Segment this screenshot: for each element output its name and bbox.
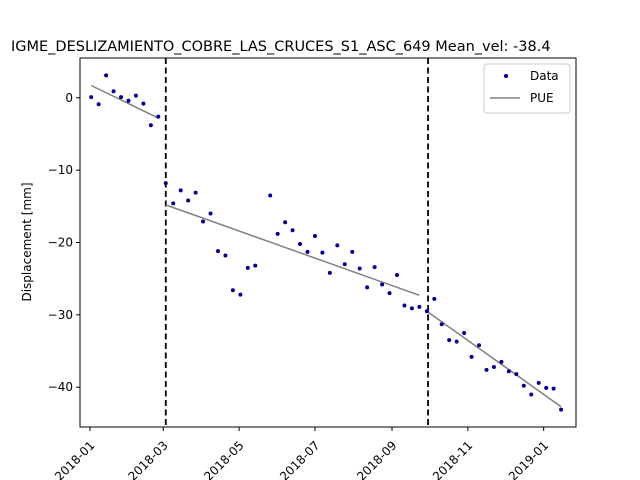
data-point bbox=[141, 101, 146, 106]
data-point bbox=[96, 102, 101, 107]
data-point bbox=[544, 385, 549, 390]
data-point bbox=[133, 93, 138, 98]
data-point bbox=[357, 266, 362, 271]
data-point bbox=[454, 339, 459, 344]
x-tick-label: 2018-03 bbox=[125, 438, 170, 480]
data-point bbox=[253, 263, 258, 268]
data-point bbox=[171, 201, 176, 206]
data-point bbox=[499, 359, 504, 364]
data-point bbox=[380, 282, 385, 287]
x-tick-label: 2018-09 bbox=[354, 438, 399, 480]
y-axis-ticks: 0 −10 −20 −30 −40 bbox=[48, 91, 80, 394]
data-point bbox=[223, 253, 228, 258]
data-point bbox=[469, 354, 474, 359]
data-point bbox=[89, 95, 94, 100]
y-tick-label: −30 bbox=[48, 308, 73, 322]
data-point bbox=[119, 95, 124, 100]
data-point bbox=[283, 220, 288, 225]
data-point bbox=[163, 181, 168, 186]
data-point bbox=[477, 343, 482, 348]
legend: Data PUE bbox=[483, 63, 571, 114]
data-point bbox=[387, 291, 392, 296]
data-point bbox=[275, 231, 280, 236]
data-point bbox=[298, 241, 303, 246]
data-point bbox=[245, 265, 250, 270]
data-point bbox=[111, 89, 116, 94]
y-tick-label: −40 bbox=[48, 380, 73, 394]
pue-line-segment bbox=[165, 204, 420, 297]
data-point bbox=[156, 114, 161, 119]
data-point bbox=[327, 270, 332, 275]
y-axis-label: Displacement [mm] bbox=[20, 182, 34, 301]
data-point bbox=[559, 407, 564, 412]
data-point bbox=[215, 249, 220, 254]
legend-pue-label: PUE bbox=[530, 91, 554, 105]
pue-line-segment bbox=[90, 84, 159, 119]
y-tick-label: −10 bbox=[48, 163, 73, 177]
data-point bbox=[462, 330, 467, 335]
data-point bbox=[268, 193, 273, 198]
data-point bbox=[529, 392, 534, 397]
data-point bbox=[506, 369, 511, 374]
y-tick-label: 0 bbox=[65, 91, 73, 105]
data-point bbox=[148, 123, 153, 128]
data-point bbox=[417, 304, 422, 309]
data-point bbox=[201, 219, 206, 224]
data-point bbox=[186, 198, 191, 203]
data-point bbox=[350, 249, 355, 254]
data-point bbox=[424, 309, 429, 314]
data-point bbox=[335, 243, 340, 248]
data-point bbox=[230, 288, 235, 293]
data-point bbox=[514, 372, 519, 377]
data-point bbox=[484, 367, 489, 372]
data-point bbox=[447, 338, 452, 343]
data-point bbox=[521, 383, 526, 388]
data-point bbox=[320, 250, 325, 255]
y-tick-label: −20 bbox=[48, 236, 73, 250]
data-point bbox=[193, 190, 198, 195]
data-point bbox=[551, 386, 556, 391]
x-axis-ticks: 2018-01 2018-03 2018-05 2018-07 2018-09 2018-… bbox=[52, 427, 551, 480]
data-point bbox=[439, 322, 444, 327]
data-point bbox=[342, 262, 347, 267]
data-point bbox=[238, 292, 243, 297]
data-point bbox=[394, 273, 399, 278]
x-tick-label: 2018-07 bbox=[277, 438, 322, 480]
data-point bbox=[312, 233, 317, 238]
data-point bbox=[290, 228, 295, 233]
event-lines bbox=[164, 58, 429, 427]
data-point bbox=[305, 249, 310, 254]
x-tick-label: 2018-11 bbox=[430, 438, 475, 480]
data-point bbox=[409, 306, 414, 311]
data-point bbox=[178, 188, 183, 193]
pue-trend-lines bbox=[90, 84, 562, 408]
data-point bbox=[126, 98, 131, 103]
data-point bbox=[536, 380, 541, 385]
x-tick-label: 2018-05 bbox=[201, 438, 246, 480]
legend-data-label: Data bbox=[530, 69, 559, 83]
data-point bbox=[402, 303, 407, 308]
legend-data-marker bbox=[504, 74, 508, 78]
data-points bbox=[89, 73, 564, 412]
pue-line-segment bbox=[426, 310, 562, 408]
data-point bbox=[104, 73, 109, 78]
data-point bbox=[432, 296, 437, 301]
data-point bbox=[208, 211, 213, 216]
data-point bbox=[491, 364, 496, 369]
data-point bbox=[365, 285, 370, 290]
x-tick-label: 2019-01 bbox=[506, 438, 551, 480]
chart-title: IGME_DESLIZAMIENTO_COBRE_LAS_CRUCES_S1_A… bbox=[11, 39, 551, 55]
data-point bbox=[372, 265, 377, 270]
x-tick-label: 2018-01 bbox=[52, 438, 97, 480]
